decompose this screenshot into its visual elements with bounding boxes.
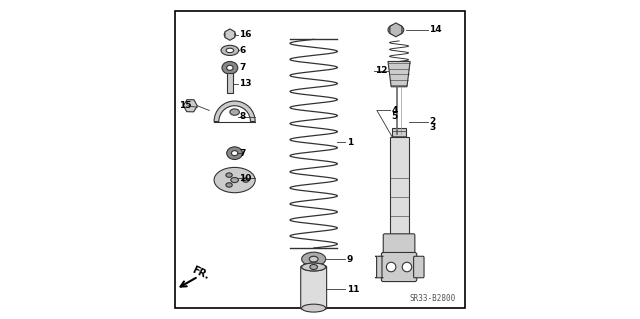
Text: FR.: FR. — [190, 264, 211, 281]
Ellipse shape — [214, 167, 255, 193]
Text: 15: 15 — [179, 101, 192, 110]
FancyBboxPatch shape — [413, 256, 424, 278]
FancyBboxPatch shape — [383, 234, 415, 259]
FancyBboxPatch shape — [381, 252, 417, 282]
Ellipse shape — [301, 304, 326, 312]
Ellipse shape — [230, 109, 239, 115]
Text: 13: 13 — [239, 79, 252, 88]
Ellipse shape — [309, 256, 318, 262]
Ellipse shape — [301, 263, 326, 271]
Ellipse shape — [224, 31, 236, 38]
Text: 8: 8 — [239, 112, 246, 121]
Ellipse shape — [232, 151, 238, 156]
Bar — [392, 128, 406, 144]
Ellipse shape — [226, 48, 234, 53]
Text: SR33-B2800: SR33-B2800 — [410, 294, 456, 303]
Text: 12: 12 — [375, 66, 388, 76]
Ellipse shape — [226, 183, 232, 187]
Text: 16: 16 — [239, 30, 252, 39]
Text: 4: 4 — [391, 106, 397, 115]
Text: 7: 7 — [239, 63, 246, 72]
Text: 1: 1 — [347, 137, 353, 147]
FancyBboxPatch shape — [375, 256, 383, 278]
Ellipse shape — [387, 262, 396, 272]
Text: 14: 14 — [429, 25, 442, 34]
Ellipse shape — [402, 262, 412, 272]
Ellipse shape — [243, 178, 249, 182]
Ellipse shape — [301, 252, 326, 266]
Text: 7: 7 — [239, 149, 246, 158]
Ellipse shape — [301, 263, 326, 271]
Ellipse shape — [231, 178, 239, 182]
Ellipse shape — [388, 25, 404, 35]
Text: 3: 3 — [429, 123, 435, 132]
Ellipse shape — [310, 264, 317, 270]
Text: 2: 2 — [429, 117, 435, 126]
Text: 10: 10 — [239, 174, 252, 183]
Ellipse shape — [226, 173, 232, 177]
FancyBboxPatch shape — [301, 266, 326, 309]
Text: 9: 9 — [347, 255, 353, 263]
Ellipse shape — [222, 62, 238, 74]
Bar — [390, 137, 408, 239]
Bar — [227, 72, 233, 93]
Ellipse shape — [221, 45, 239, 56]
Text: 11: 11 — [347, 285, 360, 294]
Text: 5: 5 — [391, 112, 397, 121]
Wedge shape — [214, 101, 255, 122]
Text: 6: 6 — [239, 46, 246, 55]
Polygon shape — [388, 62, 410, 87]
Ellipse shape — [227, 147, 243, 160]
Ellipse shape — [227, 65, 233, 70]
